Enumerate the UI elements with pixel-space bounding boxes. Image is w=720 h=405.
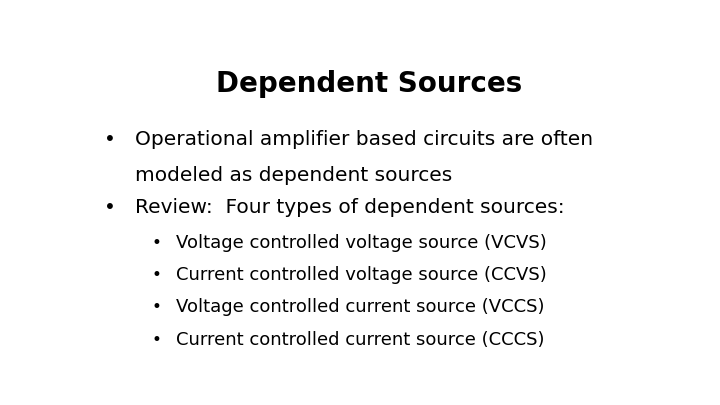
Text: Current controlled voltage source (CCVS): Current controlled voltage source (CCVS) bbox=[176, 266, 547, 284]
Text: Operational amplifier based circuits are often: Operational amplifier based circuits are… bbox=[135, 130, 593, 149]
Text: •: • bbox=[151, 234, 161, 252]
Text: Review:  Four types of dependent sources:: Review: Four types of dependent sources: bbox=[135, 198, 564, 217]
Text: •: • bbox=[104, 198, 116, 217]
Text: •: • bbox=[151, 298, 161, 316]
Text: Voltage controlled current source (VCCS): Voltage controlled current source (VCCS) bbox=[176, 298, 545, 316]
Text: Current controlled current source (CCCS): Current controlled current source (CCCS) bbox=[176, 330, 545, 349]
Text: •: • bbox=[104, 130, 116, 149]
Text: •: • bbox=[151, 330, 161, 349]
Text: Dependent Sources: Dependent Sources bbox=[216, 70, 522, 98]
Text: •: • bbox=[151, 266, 161, 284]
Text: modeled as dependent sources: modeled as dependent sources bbox=[135, 166, 452, 185]
Text: Voltage controlled voltage source (VCVS): Voltage controlled voltage source (VCVS) bbox=[176, 234, 547, 252]
